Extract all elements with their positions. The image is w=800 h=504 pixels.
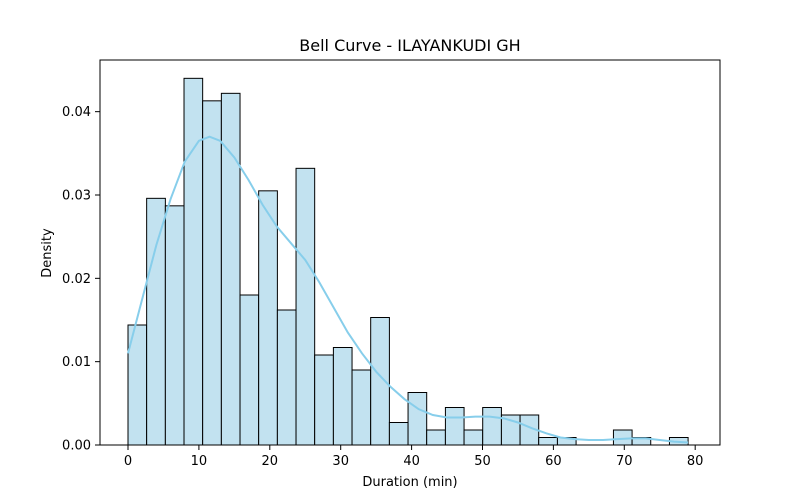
histogram-bar <box>463 429 484 446</box>
histogram-bar <box>332 347 353 446</box>
histogram-bar <box>388 422 409 446</box>
y-axis-label: Density <box>40 228 55 278</box>
histogram-bar <box>538 437 558 446</box>
y-tick-label: 0.03 <box>62 189 91 204</box>
histogram-bars <box>127 77 689 446</box>
y-tick-label: 0.00 <box>62 439 91 454</box>
histogram-bar <box>370 317 390 446</box>
y-tick-label: 0.01 <box>62 355 91 370</box>
y-tick-label: 0.02 <box>62 272 91 287</box>
histogram-bar <box>202 100 222 446</box>
x-tick-label: 50 <box>474 454 491 469</box>
x-tick-label: 40 <box>403 454 420 469</box>
x-tick-label: 10 <box>191 454 208 469</box>
x-tick-label: 70 <box>616 454 633 469</box>
y-tick-label: 0.04 <box>62 105 91 120</box>
histogram-bar <box>426 429 446 446</box>
histogram-bar <box>295 167 316 446</box>
axes: 0 10 20 30 40 50 60 70 80 0.00 0.01 0.02 0.03 0.04 <box>62 59 721 469</box>
x-tick-label: 0 <box>124 454 132 469</box>
histogram-bar <box>276 309 297 446</box>
histogram-bar <box>164 205 185 446</box>
x-axis-label: Duration (min) <box>362 475 457 490</box>
histogram-bar <box>407 392 428 446</box>
histogram-bar <box>258 190 278 446</box>
x-tick-label: 80 <box>687 454 704 469</box>
plot-frame <box>99 59 721 446</box>
histogram-bar <box>146 197 166 446</box>
histogram-bar <box>482 407 502 446</box>
histogram-bar <box>351 369 372 446</box>
histogram-bar <box>444 407 465 446</box>
histogram-bar <box>183 77 204 446</box>
x-tick-label: 30 <box>332 454 349 469</box>
kde-curve <box>127 135 689 444</box>
histogram-bar <box>314 354 334 446</box>
x-tick-label: 60 <box>545 454 562 469</box>
chart-title: Bell Curve - ILAYANKUDI GH <box>299 36 520 55</box>
histogram-bar <box>239 294 260 446</box>
x-tick-label: 20 <box>262 454 279 469</box>
